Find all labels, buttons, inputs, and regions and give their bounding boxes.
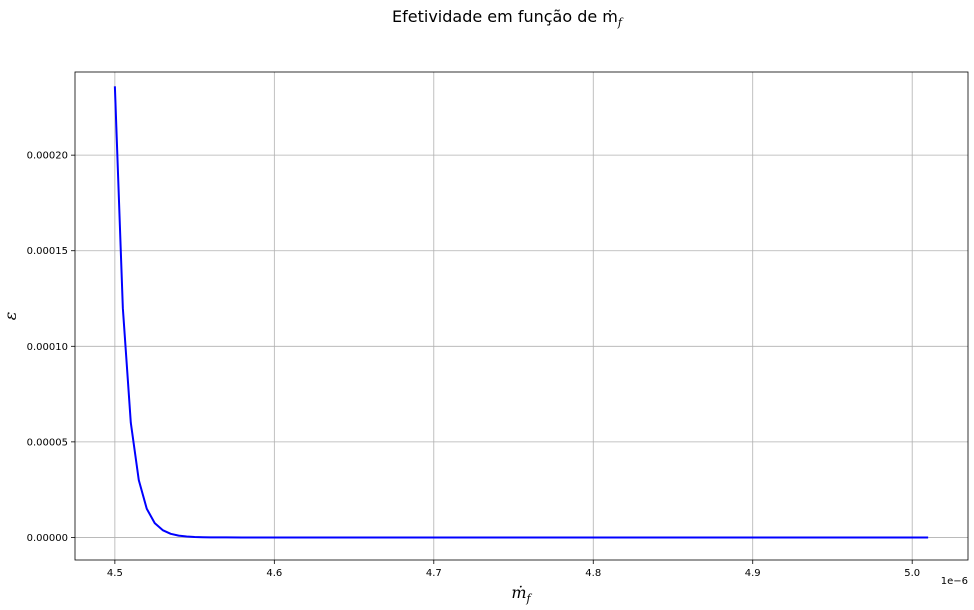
x-ticks: 4.5 4.6 4.7 4.8 4.9 5.0	[107, 560, 920, 579]
x-tick-label: 4.9	[745, 568, 761, 579]
y-tick-label: 0.00015	[27, 246, 68, 257]
x-axis-label: ṁf	[511, 583, 532, 605]
y-tick-label: 0.00010	[27, 342, 68, 353]
y-tick-label: 0.00005	[27, 437, 68, 448]
x-tick-label: 4.5	[107, 568, 123, 579]
x-tick-label: 4.7	[426, 568, 442, 579]
x-tick-label: 4.8	[585, 568, 601, 579]
plot-frame	[74, 71, 969, 561]
x-offset-label: 1e−6	[941, 576, 968, 587]
series-line	[113, 86, 929, 539]
x-tick-label: 5.0	[904, 568, 920, 579]
y-tick-label: 0.00000	[27, 533, 68, 544]
y-axis-label: ε	[1, 312, 20, 321]
chart-title: Efetividade em função de ṁf	[392, 7, 624, 29]
series-layer	[113, 86, 929, 539]
y-ticks: 0.00000 0.00005 0.00010 0.00015 0.00020	[27, 151, 75, 544]
x-tick-label: 4.6	[266, 568, 282, 579]
y-tick-label: 0.00020	[27, 151, 68, 162]
